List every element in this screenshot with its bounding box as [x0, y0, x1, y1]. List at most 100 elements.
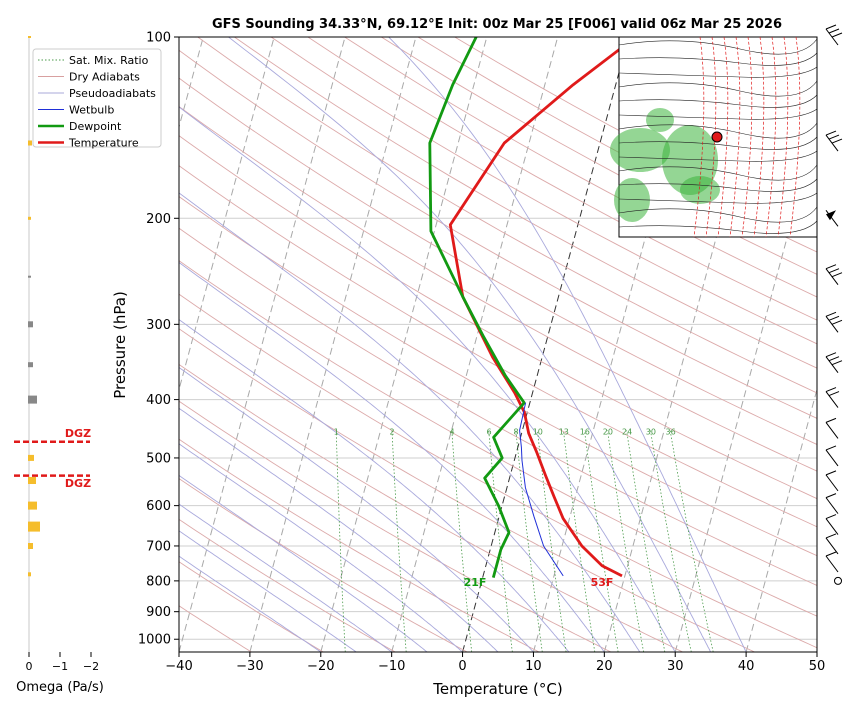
- wind-barb: [825, 352, 843, 373]
- mixing-ratio-line: [391, 430, 407, 652]
- mixing-ratio-label: 8: [514, 427, 519, 436]
- y-tick-label: 300: [146, 318, 171, 333]
- x-tick-label: −20: [307, 659, 334, 674]
- dry-adiabat: [179, 293, 817, 649]
- wind-barb: [825, 264, 843, 285]
- calm-wind-circle: [834, 576, 842, 585]
- wind-barb: [825, 533, 839, 555]
- wind-barb: [825, 551, 839, 573]
- isobar-contour: [618, 108, 818, 120]
- pseudoadiabat: [179, 530, 357, 652]
- pseudoadiabat: [179, 366, 534, 652]
- omega-bar: [28, 395, 37, 404]
- isobar-contour: [618, 52, 818, 66]
- pseudoadiabat: [179, 503, 392, 652]
- mixing-ratio-line: [669, 430, 714, 652]
- omega-bar: [28, 321, 33, 328]
- mixing-ratio-label: 30: [646, 427, 656, 436]
- mixing-ratio-label: 20: [603, 427, 613, 436]
- isobar-contour: [618, 66, 818, 78]
- omega-bar: [28, 454, 34, 461]
- wind-barbs: [816, 24, 843, 652]
- pseudoadiabat: [179, 474, 428, 652]
- isobar-contour: [618, 164, 818, 181]
- dry-adiabat: [344, 37, 817, 298]
- dgz-label-bottom: DGZ: [65, 477, 91, 490]
- surface-temperature-label: 53F: [591, 576, 614, 589]
- mixing-ratio-label: 1: [334, 427, 339, 436]
- pseudoadiabat: [179, 407, 499, 652]
- mixing-ratio-line: [488, 430, 513, 652]
- omega-bar: [28, 275, 31, 278]
- pseudoadiabat: [179, 261, 605, 652]
- dry-adiabat: [179, 135, 817, 500]
- mixing-ratio-label: 16: [580, 427, 590, 436]
- wind-barb: [825, 514, 839, 535]
- wind-barb: [825, 130, 843, 152]
- y-tick-label: 700: [146, 539, 171, 554]
- wind-barb: [825, 311, 843, 333]
- dry-adiabat: [270, 37, 817, 345]
- thickness-contour: [777, 36, 789, 238]
- omega-bar: [28, 501, 37, 510]
- x-tick-label: 10: [525, 659, 542, 674]
- thickness-contour: [693, 36, 705, 238]
- omega-tick-1: −1: [52, 660, 68, 673]
- legend-label: Dewpoint: [69, 120, 122, 133]
- dry-adiabat: [179, 328, 755, 652]
- wind-barb: [825, 387, 840, 408]
- x-tick-label: 40: [738, 659, 755, 674]
- series-wetbulb: [519, 402, 564, 577]
- y-tick-label: 500: [146, 451, 171, 466]
- dry-adiabat: [179, 400, 612, 652]
- legend: Sat. Mix. Ratio Dry Adiabats Pseudoadiabat…: [32, 48, 162, 150]
- y-tick-label: 600: [146, 499, 171, 514]
- y-tick-label: 800: [146, 574, 171, 589]
- isotherm: [391, 37, 559, 652]
- chart-title: GFS Sounding 34.33°N, 69.12°E Init: 00z …: [212, 17, 782, 32]
- omega-panel: DGZ DGZ 0 −1 −2 Omega (Pa/s): [14, 36, 104, 695]
- precip-area: [646, 108, 674, 132]
- omega-bar: [28, 362, 33, 368]
- y-tick-label: 200: [146, 212, 171, 227]
- mixing-ratio-label: 13: [559, 427, 569, 436]
- wind-barb: [825, 417, 839, 439]
- isotherm: [179, 37, 346, 652]
- mixing-ratio-label: 36: [666, 427, 676, 436]
- y-tick-label: 400: [146, 393, 171, 408]
- omega-label: Omega (Pa/s): [16, 680, 104, 695]
- precip-area: [610, 128, 670, 172]
- mixing-ratio-line: [626, 430, 666, 652]
- isotherm: [179, 37, 275, 392]
- isobar-contour: [618, 122, 818, 139]
- dry-adiabat: [179, 438, 540, 652]
- mixing-ratio-line: [451, 430, 473, 652]
- omega-tick-0: 0: [26, 660, 33, 673]
- mixing-ratio-label: 24: [622, 427, 632, 436]
- isotherm: [249, 37, 417, 652]
- isobar-contour: [618, 94, 818, 108]
- omega-bar: [28, 36, 31, 38]
- mixing-ratio-label: 10: [533, 427, 543, 436]
- isobar-contour: [618, 178, 818, 192]
- pseudoadiabat: [179, 106, 676, 652]
- isotherm: [320, 37, 488, 652]
- series-dewpoint: [428, 37, 526, 578]
- x-tick-label: 20: [596, 659, 613, 674]
- y-tick-label: 1000: [138, 633, 171, 648]
- thickness-contour: [717, 36, 729, 238]
- inset-map: [610, 36, 818, 238]
- x-tick-label: 30: [667, 659, 684, 674]
- pseudoadiabat: [228, 37, 712, 652]
- mixing-ratio-label: 4: [449, 427, 454, 436]
- dry-adiabat: [179, 605, 252, 652]
- wind-barb: [825, 493, 839, 514]
- dry-adiabat: [307, 37, 817, 321]
- dry-adiabat: [179, 363, 683, 652]
- dry-adiabat: [179, 478, 468, 652]
- dgz-label-top: DGZ: [65, 427, 91, 440]
- omega-tick-2: −2: [83, 660, 99, 673]
- mixing-ratio-line: [335, 430, 346, 652]
- pseudoadiabat: [179, 443, 463, 652]
